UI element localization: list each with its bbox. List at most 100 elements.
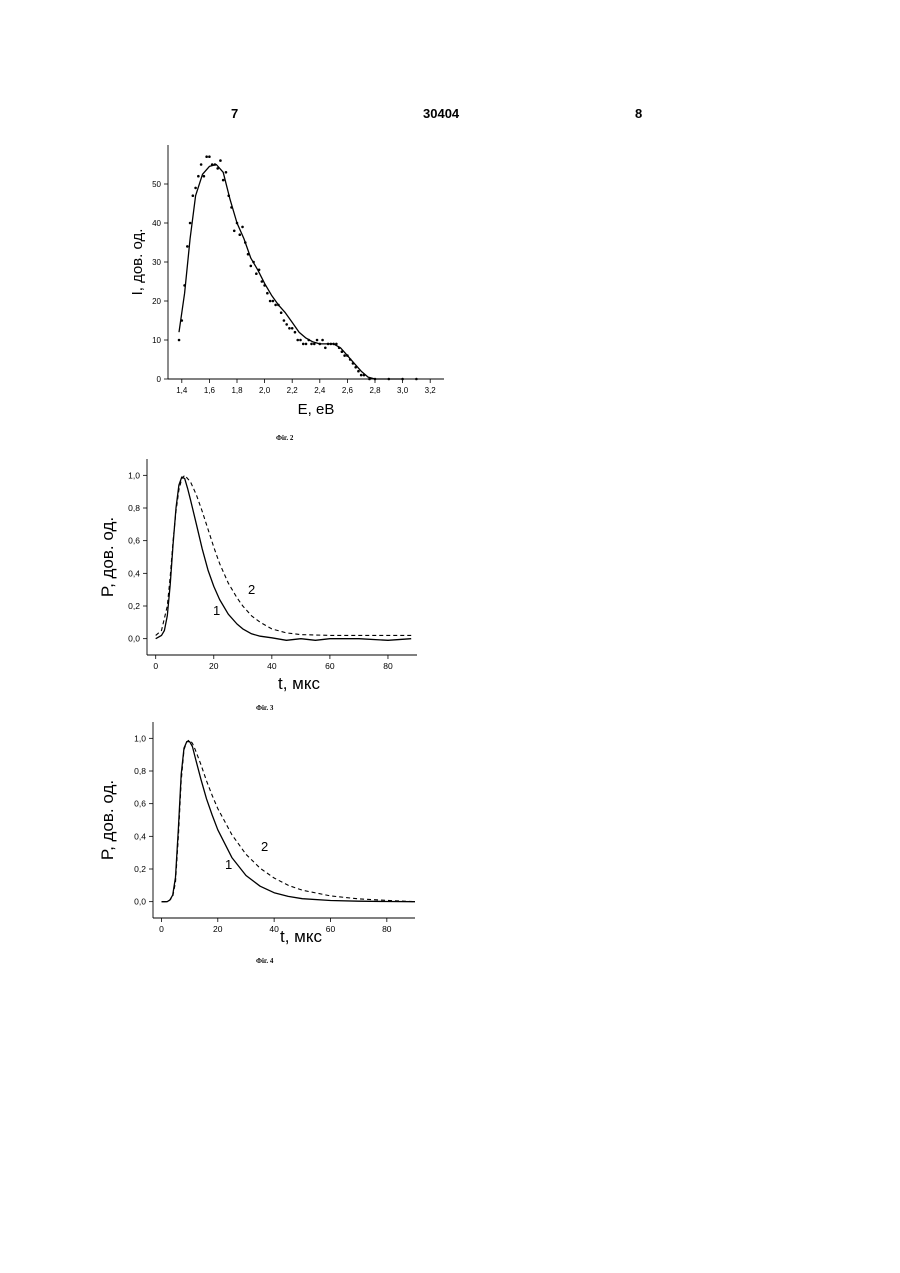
series-label-1: 1 (225, 857, 232, 872)
data-point (283, 319, 286, 322)
y-tick-label: 0,6 (128, 536, 140, 546)
data-point (291, 327, 294, 330)
data-point (255, 272, 258, 275)
x-tick-label: 2,0 (259, 386, 271, 395)
data-point (280, 311, 283, 314)
y-tick-label: 30 (152, 258, 161, 267)
data-point (233, 230, 236, 233)
figure-3-chart: 0 20 40 60 80 0,0 0,2 0,4 0,6 0,8 1,0 t, мкс P, дов.… (95, 455, 435, 700)
x-tick-label: 2,8 (369, 386, 381, 395)
y-tick-label: 20 (152, 297, 161, 306)
data-point (296, 339, 299, 342)
x-axis-label: E, eВ (298, 401, 335, 418)
y-tick-label: 0,8 (134, 766, 146, 776)
x-tick-label: 2,6 (342, 386, 354, 395)
x-tick-label: 1,4 (176, 386, 188, 395)
x-tick-label: 2,4 (314, 386, 326, 395)
x-tick-label: 40 (269, 924, 279, 934)
data-point (299, 339, 302, 342)
y-tick-label: 0,8 (128, 503, 140, 513)
series-label-2: 2 (261, 839, 268, 854)
x-tick-label: 40 (267, 661, 277, 671)
data-point (205, 155, 208, 158)
data-point (321, 339, 324, 342)
x-tick-label: 3,0 (397, 386, 409, 395)
data-point (310, 343, 313, 346)
x-tick-label: 20 (209, 661, 219, 671)
data-point (343, 354, 346, 357)
data-point (274, 304, 277, 307)
figure-4-caption: Фіг. 4 (256, 957, 273, 965)
figure-3-caption: Фіг. 3 (256, 704, 273, 712)
data-point (272, 300, 275, 303)
y-tick-label: 0 (157, 375, 162, 384)
data-point (178, 339, 181, 342)
y-tick-label: 0,2 (134, 864, 146, 874)
data-point (285, 323, 288, 326)
page-number-right: 8 (635, 106, 642, 121)
data-point (266, 292, 269, 295)
y-tick-label: 0,0 (134, 897, 146, 907)
data-point (197, 175, 200, 178)
data-point (250, 265, 253, 268)
data-point (288, 327, 291, 330)
y-tick-label: 0,4 (134, 831, 146, 841)
y-axis-label: P, дов. од. (98, 517, 117, 597)
x-tick-label: 1,8 (231, 386, 243, 395)
x-axis-label: t, мкс (278, 674, 320, 693)
y-axis-label: P, дов. од. (98, 780, 117, 860)
y-tick-label: 40 (152, 219, 161, 228)
series-line-2 (156, 475, 412, 635)
data-point (186, 245, 189, 248)
data-point (225, 171, 228, 174)
figure-2-chart: 1,41,61,82,02,22,42,62,83,03,20102030405… (120, 140, 460, 440)
y-tick-label: 0,2 (128, 601, 140, 611)
data-point (222, 179, 225, 182)
x-tick-label: 80 (383, 661, 393, 671)
x-tick-label: 1,6 (204, 386, 216, 395)
x-tick-label: 80 (382, 924, 392, 934)
series-line (179, 165, 403, 380)
y-axis-label: I, дов. од. (129, 229, 146, 296)
data-point (189, 222, 192, 225)
page-number-left: 7 (231, 106, 238, 121)
data-point (203, 175, 206, 178)
y-tick-label: 0,4 (128, 568, 140, 578)
data-point (415, 378, 418, 381)
x-tick-label: 60 (326, 924, 336, 934)
series-label-1: 1 (213, 603, 220, 618)
series-line-1 (156, 477, 412, 640)
series-line-1 (162, 742, 416, 902)
y-tick-label: 50 (152, 180, 161, 189)
y-tick-label: 0,0 (128, 634, 140, 644)
data-point (241, 226, 244, 229)
x-tick-label: 60 (325, 661, 335, 671)
figure-2-caption: Фіг. 2 (276, 434, 293, 442)
y-tick-label: 1,0 (128, 470, 140, 480)
data-point (324, 347, 327, 350)
y-tick-label: 0,6 (134, 799, 146, 809)
x-tick-label: 2,2 (287, 386, 299, 395)
data-point (360, 374, 363, 377)
data-point (357, 370, 360, 373)
figure-4-chart: 0 20 40 60 80 0,0 0,2 0,4 0,6 0,8 1,0 t, мкс P, дов.… (95, 718, 435, 963)
data-point (208, 155, 211, 158)
data-point (238, 233, 241, 236)
x-tick-label: 0 (159, 924, 164, 934)
x-tick-label: 0 (153, 661, 158, 671)
data-point (269, 300, 272, 303)
data-point (194, 187, 197, 190)
data-point (316, 339, 319, 342)
y-tick-label: 1,0 (134, 733, 146, 743)
x-tick-label: 20 (213, 924, 223, 934)
data-point (192, 194, 195, 197)
x-axis-label: t, мкс (280, 927, 322, 946)
series-line-2 (162, 740, 416, 902)
data-point (302, 343, 305, 346)
data-point (200, 163, 203, 166)
document-number: 30404 (423, 106, 459, 121)
data-point (305, 343, 308, 346)
y-tick-label: 10 (152, 336, 161, 345)
series-label-2: 2 (248, 582, 255, 597)
data-point (219, 159, 222, 162)
